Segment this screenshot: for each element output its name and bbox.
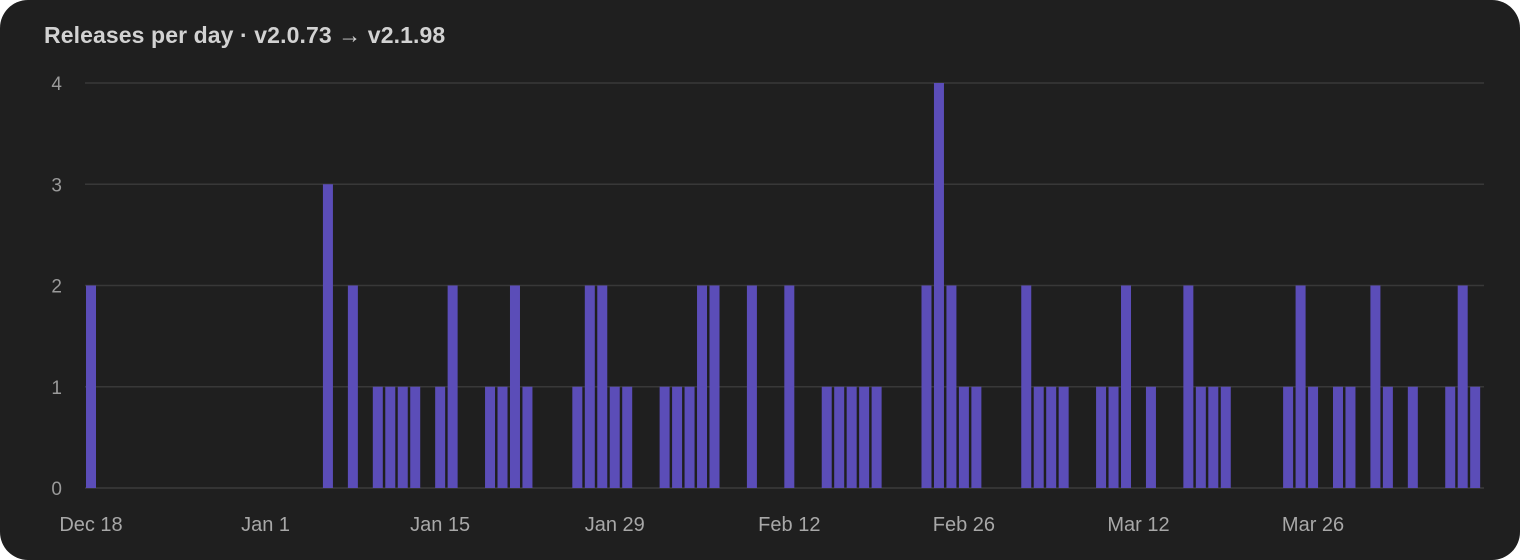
bar-mar-10[interactable]: Mar 10: 1 [1108, 386, 1119, 488]
bar-apr-7[interactable]: Apr 7: 2 [1457, 285, 1468, 489]
bar-jan-29[interactable]: Jan 29: 1 [609, 386, 620, 488]
bar-feb-19[interactable]: Feb 19: 1 [871, 386, 882, 488]
bar-mar-19[interactable]: Mar 19: 1 [1220, 386, 1231, 488]
bar-apr-3[interactable]: Apr 3: 1 [1407, 386, 1418, 488]
bar-jan-8[interactable]: Jan 8: 2 [347, 285, 358, 489]
bar-feb-2[interactable]: Feb 2: 1 [659, 386, 670, 488]
bar-jan-6[interactable]: Jan 6: 3 [322, 184, 333, 488]
bar-dec-18[interactable]: Dec 18: 2 [86, 285, 96, 489]
bar-mar-28[interactable]: Mar 28: 1 [1333, 386, 1343, 488]
bar-mar-24[interactable]: Mar 24: 1 [1283, 386, 1294, 488]
bar-mar-5[interactable]: Mar 5: 1 [1046, 386, 1057, 488]
bar-feb-9[interactable]: Feb 9: 2 [746, 285, 757, 489]
bar-mar-16[interactable]: Mar 16: 2 [1183, 285, 1194, 489]
bar-mar-4[interactable]: Mar 4: 1 [1033, 386, 1044, 488]
x-tick-label: Mar 26 [1282, 514, 1344, 536]
bar-jan-15[interactable]: Jan 15: 1 [435, 386, 446, 488]
bar-jan-26[interactable]: Jan 26: 1 [572, 386, 583, 488]
bar-feb-26[interactable]: Feb 26: 1 [958, 386, 969, 488]
bar-mar-6[interactable]: Mar 6: 1 [1058, 386, 1069, 488]
bar-feb-27[interactable]: Feb 27: 1 [971, 386, 982, 488]
bar-feb-3[interactable]: Feb 3: 1 [672, 386, 683, 488]
bar-mar-9[interactable]: Mar 9: 1 [1096, 386, 1107, 488]
y-axis-ticks: 0 1 2 3 4 [51, 74, 62, 500]
bar-feb-4[interactable]: Feb 4: 1 [684, 386, 695, 488]
bar-apr-1[interactable]: Apr 1: 1 [1382, 386, 1393, 488]
bar-feb-17[interactable]: Feb 17: 1 [846, 386, 857, 488]
bar-mar-26[interactable]: Mar 26: 1 [1308, 386, 1319, 488]
bar-mar-13[interactable]: Mar 13: 1 [1145, 386, 1156, 488]
bar-mar-29[interactable]: Mar 29: 1 [1345, 386, 1356, 488]
bar-feb-16[interactable]: Feb 16: 1 [834, 386, 845, 488]
y-tick-label: 4 [51, 74, 62, 95]
bar-mar-3[interactable]: Mar 3: 2 [1021, 285, 1032, 489]
chart-title: Releases per day · v2.0.73 → v2.1.98 [44, 22, 446, 48]
bar-jan-22[interactable]: Jan 22: 1 [522, 386, 533, 488]
x-tick-label: Jan 29 [585, 514, 645, 536]
bar-feb-23[interactable]: Feb 23: 2 [921, 285, 932, 489]
bar-mar-18[interactable]: Mar 18: 1 [1208, 386, 1219, 488]
bar-feb-18[interactable]: Feb 18: 1 [859, 386, 870, 488]
bar-feb-15[interactable]: Feb 15: 1 [821, 386, 832, 488]
bar-feb-6[interactable]: Feb 6: 2 [709, 285, 720, 489]
bar-jan-11[interactable]: Jan 11: 1 [385, 386, 396, 488]
x-tick-label: Mar 12 [1107, 514, 1169, 536]
bar-jan-12[interactable]: Jan 12: 1 [397, 386, 408, 488]
bar-jan-13[interactable]: Jan 13: 1 [410, 386, 421, 488]
bar-jan-10[interactable]: Jan 10: 1 [372, 386, 383, 488]
bar-jan-20[interactable]: Jan 20: 1 [497, 386, 508, 488]
x-tick-label: Dec 18 [59, 514, 122, 536]
bar-jan-27[interactable]: Jan 27: 2 [584, 285, 595, 489]
bar-mar-17[interactable]: Mar 17: 1 [1195, 386, 1206, 488]
x-tick-label: Feb 26 [933, 514, 995, 536]
bar-jan-30[interactable]: Jan 30: 1 [622, 386, 633, 488]
bar-feb-25[interactable]: Feb 25: 2 [946, 285, 957, 489]
bar-mar-11[interactable]: Mar 11: 2 [1121, 285, 1132, 489]
bar-jan-19[interactable]: Jan 19: 1 [485, 386, 496, 488]
bar-jan-21[interactable]: Jan 21: 2 [509, 285, 520, 489]
bar-feb-24[interactable]: Feb 24: 4 [933, 83, 944, 488]
x-tick-label: Jan 1 [241, 514, 290, 536]
bar-mar-31[interactable]: Mar 31: 2 [1370, 285, 1381, 489]
x-tick-label: Jan 15 [410, 514, 470, 536]
bar-mar-25[interactable]: Mar 25: 2 [1295, 285, 1306, 489]
y-tick-label: 0 [51, 479, 62, 500]
y-tick-label: 2 [51, 277, 62, 298]
x-axis-ticks: Dec 18 Jan 1 Jan 15 Jan 29 Feb 12 Feb 26 Mar 1… [59, 514, 1344, 536]
bar-jan-16[interactable]: Jan 16: 2 [447, 285, 458, 489]
bar-feb-12[interactable]: Feb 12: 2 [784, 285, 795, 489]
bar-apr-8[interactable]: Apr 8: 1 [1470, 386, 1481, 488]
bar-jan-28[interactable]: Jan 28: 2 [597, 285, 608, 489]
x-tick-label: Feb 12 [758, 514, 820, 536]
bar-feb-5[interactable]: Feb 5: 2 [697, 285, 708, 489]
y-tick-label: 3 [51, 175, 62, 196]
bar-apr-6[interactable]: Apr 6: 1 [1445, 386, 1456, 488]
y-tick-label: 1 [51, 378, 62, 399]
